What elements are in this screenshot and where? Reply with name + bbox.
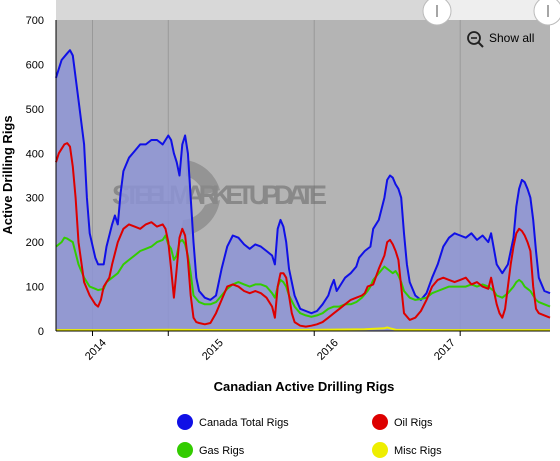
y-tick-label: 200	[26, 237, 44, 249]
y-tick-label: 100	[26, 282, 44, 294]
legend: Canada Total Rigs Oil Rigs Gas Rigs Misc Ri…	[177, 414, 442, 458]
watermark-arc-icon	[186, 160, 220, 195]
x-axis-title: Canadian Active Drilling Rigs	[214, 379, 395, 394]
series-line-canada-total-rigs[interactable]	[55, 49, 551, 315]
y-axis-ticks: 0 100 200 300 400 500 600 700	[26, 15, 44, 338]
y-tick-label: 300	[26, 193, 44, 205]
navigator-selected-range	[56, 0, 436, 20]
legend-item-canada-total-rigs[interactable]: Canada Total Rigs	[177, 414, 289, 430]
x-tick-label: 2017	[432, 337, 458, 363]
legend-marker	[372, 414, 388, 430]
legend-item-misc-rigs[interactable]: Misc Rigs	[372, 442, 442, 458]
y-tick-label: 0	[38, 326, 44, 338]
series-layer	[55, 49, 551, 332]
show-all-label[interactable]: Show all	[489, 31, 534, 45]
legend-item-oil-rigs[interactable]: Oil Rigs	[372, 414, 433, 430]
y-tick-label: 600	[26, 59, 44, 71]
x-axis-ticks: 2014 2015 2016 2017	[83, 331, 461, 363]
legend-marker	[372, 442, 388, 458]
show-all-button[interactable]: Show all	[467, 31, 534, 48]
legend-marker	[177, 442, 193, 458]
x-tick-label: 2014	[83, 337, 109, 363]
legend-label: Gas Rigs	[199, 445, 245, 457]
y-tick-label: 500	[26, 104, 44, 116]
series-area-canada-total-rigs	[56, 50, 550, 331]
legend-label: Misc Rigs	[394, 445, 442, 457]
legend-label: Canada Total Rigs	[199, 417, 289, 429]
x-tick-label: 2016	[315, 337, 341, 363]
x-tick-label: 2015	[200, 337, 226, 363]
y-tick-label: 700	[26, 15, 44, 27]
navigator-handle-left[interactable]	[422, 0, 452, 26]
legend-marker	[177, 414, 193, 430]
y-tick-label: 400	[26, 148, 44, 160]
legend-label: Oil Rigs	[394, 417, 433, 429]
series-line-oil-rigs[interactable]	[55, 142, 551, 328]
legend-item-gas-rigs[interactable]: Gas Rigs	[177, 442, 245, 458]
zoom-out-icon	[467, 31, 481, 45]
navigator-handle-right[interactable]	[533, 0, 560, 26]
series-line-misc-rigs[interactable]	[56, 326, 550, 332]
y-axis-title: Active Drilling Rigs	[0, 115, 15, 234]
